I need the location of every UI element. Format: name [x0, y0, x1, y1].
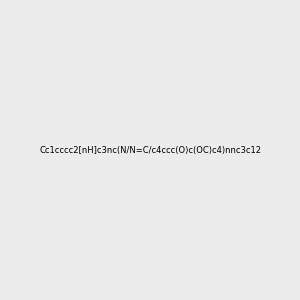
Text: Cc1cccc2[nH]c3nc(N/N=C/c4ccc(O)c(OC)c4)nnc3c12: Cc1cccc2[nH]c3nc(N/N=C/c4ccc(O)c(OC)c4)n… [39, 146, 261, 154]
